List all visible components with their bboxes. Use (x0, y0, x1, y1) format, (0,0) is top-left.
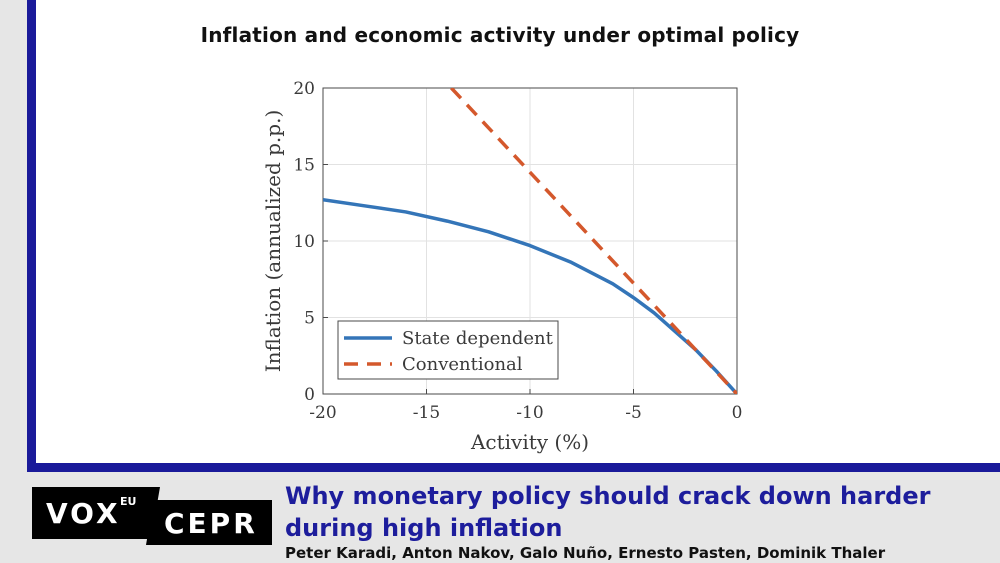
y-tick-label: 5 (304, 309, 315, 329)
legend-box (337, 320, 559, 380)
slide-canvas (36, 0, 1000, 463)
chart-title: Inflation and economic activity under op… (200, 23, 800, 47)
cepr-logo-text: CEPR (164, 507, 258, 540)
x-tick-label: 0 (732, 403, 743, 423)
legend-label: Conventional (402, 354, 523, 375)
x-tick-label: -15 (413, 403, 440, 423)
cepr-logo[interactable]: CEPR (150, 500, 272, 545)
article-authors: Peter Karadi, Anton Nakov, Galo Nuño, Er… (285, 544, 886, 562)
x-tick-label: -10 (516, 403, 543, 423)
y-tick-label: 15 (293, 156, 315, 176)
chart: -20 -15 -10 -5 0 0 5 10 15 20 Activity (%) Inflat… (261, 79, 742, 454)
legend: State dependent Conventional (337, 320, 559, 380)
axis-ticks: -20 -15 -10 -5 0 0 5 10 15 20 (293, 79, 742, 423)
y-tick-label: 20 (293, 79, 315, 99)
y-tick-label: 10 (293, 232, 315, 252)
vox-logo-eu: EU (120, 495, 137, 508)
x-tick-label: -20 (309, 403, 336, 423)
slide-frame (27, 0, 1000, 472)
legend-label: State dependent (402, 328, 554, 349)
y-tick-label: 0 (304, 385, 315, 405)
x-axis-label: Activity (%) (470, 430, 589, 454)
vox-logo[interactable]: VOX EU (32, 487, 156, 539)
x-tick-label: -5 (625, 403, 642, 423)
article-title[interactable]: Why monetary policy should crack down ha… (285, 482, 931, 542)
series-line-2 (450, 88, 737, 394)
series-lines (323, 88, 737, 394)
vox-logo-text: VOX (46, 497, 121, 530)
y-axis-label: Inflation (annualized p.p.) (261, 110, 285, 373)
